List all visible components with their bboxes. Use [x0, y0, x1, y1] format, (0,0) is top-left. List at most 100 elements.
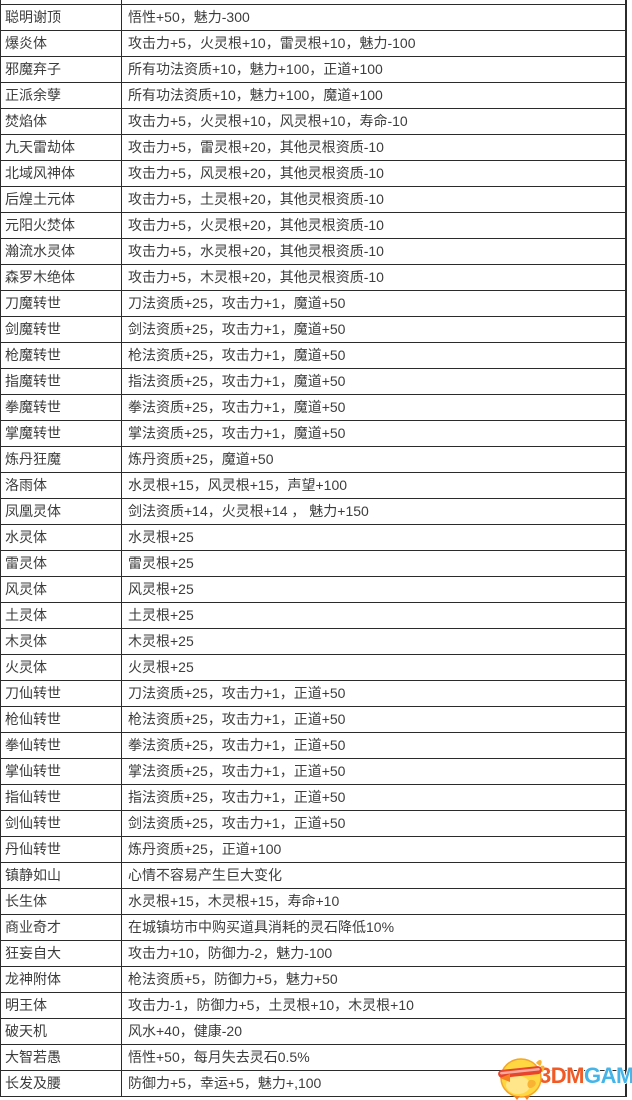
table-row: 长生体 水灵根+15，木灵根+15，寿命+10: [1, 889, 625, 915]
trait-effect: 水灵根+15，风灵根+15，声望+100: [128, 477, 348, 493]
trait-name: 掌仙转世: [1, 759, 122, 784]
trait-name: 剑仙转世: [1, 811, 122, 836]
table-row: 焚焰体 攻击力+5，火灵根+10，风灵根+10，寿命-10: [1, 109, 625, 135]
table-row: 商业奇才 在城镇坊市中购买道具消耗的灵石降低10%: [1, 915, 625, 941]
trait-name: 长发及腰: [1, 1071, 122, 1096]
trait-name: 焚焰体: [1, 109, 122, 134]
table-row: 枪魔转世 枪法资质+25，攻击力+1，魔道+50: [1, 343, 625, 369]
trait-name: 枪魔转世: [1, 343, 122, 368]
trait-name: 剑魔转世: [1, 317, 122, 342]
trait-effect: 防御力+5，幸运+5，魅力+,100: [128, 1075, 322, 1091]
trait-effect: 炼丹资质+25，魔道+50: [128, 451, 274, 467]
trait-name: 龙神附体: [1, 967, 122, 992]
trait-name: 后煌土元体: [1, 187, 122, 212]
trait-effect: 土灵根+25: [128, 607, 194, 623]
trait-effect: 悟性+50，魅力-300: [128, 9, 250, 25]
trait-name: 镇静如山: [1, 863, 122, 888]
trait-effect: 剑法资质+25，攻击力+1，魔道+50: [128, 321, 346, 337]
table-row: 土灵体 土灵根+25: [1, 603, 625, 629]
table-row: 明王体 攻击力-1，防御力+5，土灵根+10，木灵根+10: [1, 993, 625, 1019]
trait-effect: 枪法资质+5，防御力+5，魅力+50: [128, 971, 338, 987]
table-row: 破天机 风水+40，健康-20: [1, 1019, 625, 1045]
trait-name: 指魔转世: [1, 369, 122, 394]
trait-name: 聪明谢顶: [1, 5, 122, 30]
table-row: 指仙转世 指法资质+25，攻击力+1，正道+50: [1, 785, 625, 811]
trait-effect: [122, 0, 625, 4]
table-row: 剑仙转世 剑法资质+25，攻击力+1，正道+50: [1, 811, 625, 837]
trait-effect: 攻击力+5，风灵根+20，其他灵根资质-10: [128, 165, 384, 181]
trait-name: 雷灵体: [1, 551, 122, 576]
trait-effect: 在城镇坊市中购买道具消耗的灵石降低10%: [128, 919, 395, 935]
table-row: 狂妄自大 攻击力+10，防御力-2，魅力-100: [1, 941, 625, 967]
trait-name: 大智若愚: [1, 1045, 122, 1070]
table-row: 元阳火焚体 攻击力+5，火灵根+20，其他灵根资质-10: [1, 213, 625, 239]
trait-name: 炼丹狂魔: [1, 447, 122, 472]
table-row: 后煌土元体 攻击力+5，土灵根+20，其他灵根资质-10: [1, 187, 625, 213]
table-row: 九天雷劫体 攻击力+5，雷灵根+20，其他灵根资质-10: [1, 135, 625, 161]
table-row: 刀仙转世 刀法资质+25，攻击力+1，正道+50: [1, 681, 625, 707]
trait-effect: 所有功法资质+10，魅力+100，正道+100: [128, 61, 383, 77]
brand-game: GAME: [583, 1063, 632, 1088]
brand-3dm: 3DM: [539, 1063, 584, 1088]
table-row: 聪明谢顶 悟性+50，魅力-300: [1, 5, 625, 31]
trait-name: 丹仙转世: [1, 837, 122, 862]
trait-name: 瀚流水灵体: [1, 239, 122, 264]
trait-effect: 木灵根+25: [128, 633, 194, 649]
table-row: 长发及腰 防御力+5，幸运+5，魅力+,100: [1, 1071, 625, 1097]
trait-name: [1, 0, 122, 4]
trait-effect: 雷灵根+25: [128, 555, 194, 571]
trait-effect: 炼丹资质+25，正道+100: [128, 841, 282, 857]
trait-effect: 火灵根+25: [128, 659, 194, 675]
trait-name: 枪仙转世: [1, 707, 122, 732]
table-row: 刀魔转世 刀法资质+25，攻击力+1，魔道+50: [1, 291, 625, 317]
table-row: 瀚流水灵体 攻击力+5，水灵根+20，其他灵根资质-10: [1, 239, 625, 265]
trait-effect: 水灵根+15，木灵根+15，寿命+10: [128, 893, 340, 909]
trait-effect: 水灵根+25: [128, 529, 194, 545]
trait-name: 正派余孽: [1, 83, 122, 108]
trait-effect: 刀法资质+25，攻击力+1，魔道+50: [128, 295, 346, 311]
trait-name: 北域风神体: [1, 161, 122, 186]
trait-name: 凤凰灵体: [1, 499, 122, 524]
trait-effect: 所有功法资质+10，魅力+100，魔道+100: [128, 87, 383, 103]
table-row: 大智若愚 悟性+50，每月失去灵石0.5%: [1, 1045, 625, 1071]
table-row: 炼丹狂魔 炼丹资质+25，魔道+50: [1, 447, 625, 473]
trait-name: 土灵体: [1, 603, 122, 628]
trait-name: 元阳火焚体: [1, 213, 122, 238]
trait-effect: 拳法资质+25，攻击力+1，正道+50: [128, 737, 346, 753]
trait-effect: 攻击力+10，防御力-2，魅力-100: [128, 945, 333, 961]
trait-name: 破天机: [1, 1019, 122, 1044]
table-row: 风灵体 风灵根+25: [1, 577, 625, 603]
table-row: 爆炎体 攻击力+5，火灵根+10，雷灵根+10，魅力-100: [1, 31, 625, 57]
table-row: 镇静如山 心情不容易产生巨大变化: [1, 863, 625, 889]
trait-name: 商业奇才: [1, 915, 122, 940]
trait-effect: 攻击力+5，火灵根+10，雷灵根+10，魅力-100: [128, 35, 416, 51]
table-row: 正派余孽 所有功法资质+10，魅力+100，魔道+100: [1, 83, 625, 109]
trait-name: 刀魔转世: [1, 291, 122, 316]
table-row: 掌仙转世 掌法资质+25，攻击力+1，正道+50: [1, 759, 625, 785]
trait-name: 九天雷劫体: [1, 135, 122, 160]
trait-effect: 攻击力+5，木灵根+20，其他灵根资质-10: [128, 269, 384, 285]
table-row: 指魔转世 指法资质+25，攻击力+1，魔道+50: [1, 369, 625, 395]
table-row: 木灵体 木灵根+25: [1, 629, 625, 655]
trait-effect: 攻击力+5，火灵根+20，其他灵根资质-10: [128, 217, 384, 233]
trait-name: 木灵体: [1, 629, 122, 654]
3dmgame-watermark: 3DM GAME: [496, 1053, 632, 1100]
trait-effect: 攻击力+5，火灵根+10，风灵根+10，寿命-10: [128, 113, 408, 129]
trait-name: 火灵体: [1, 655, 122, 680]
table-row: 龙神附体 枪法资质+5，防御力+5，魅力+50: [1, 967, 625, 993]
table-row: 拳魔转世 拳法资质+25，攻击力+1，魔道+50: [1, 395, 625, 421]
trait-effect: 刀法资质+25，攻击力+1，正道+50: [128, 685, 346, 701]
trait-name: 狂妄自大: [1, 941, 122, 966]
table-row: 拳仙转世 拳法资质+25，攻击力+1，正道+50: [1, 733, 625, 759]
trait-name: 指仙转世: [1, 785, 122, 810]
chick-icon: [498, 1057, 545, 1100]
table-row: 枪仙转世 枪法资质+25，攻击力+1，正道+50: [1, 707, 625, 733]
table-row: 剑魔转世 剑法资质+25，攻击力+1，魔道+50: [1, 317, 625, 343]
trait-effect: 风灵根+25: [128, 581, 194, 597]
table-row: 洛雨体 水灵根+15，风灵根+15，声望+100: [1, 473, 625, 499]
trait-effect: 攻击力+5，土灵根+20，其他灵根资质-10: [128, 191, 384, 207]
trait-effect: 掌法资质+25，攻击力+1，正道+50: [128, 763, 346, 779]
trait-effect: 剑法资质+25，攻击力+1，正道+50: [128, 815, 346, 831]
table-row: 掌魔转世 掌法资质+25，攻击力+1，魔道+50: [1, 421, 625, 447]
table-row-partial: [1, 0, 625, 5]
